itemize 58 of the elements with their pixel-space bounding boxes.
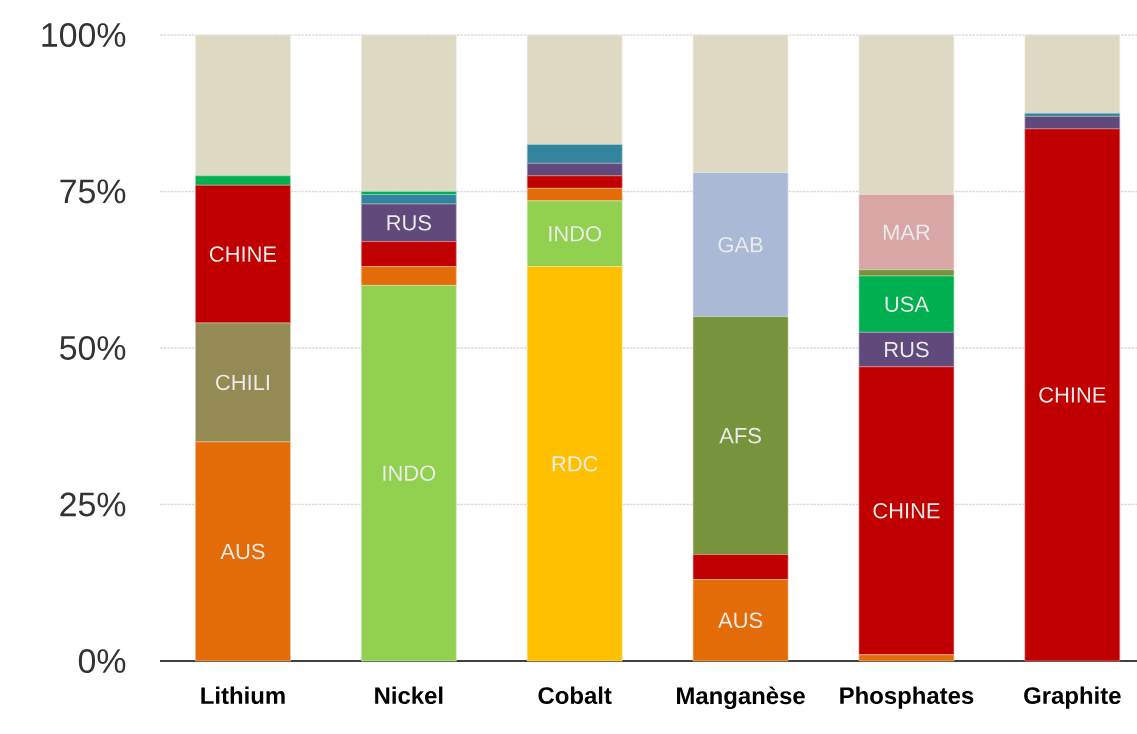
y-tick-label: 25% <box>60 492 126 517</box>
bar <box>361 266 457 286</box>
bar <box>692 554 789 580</box>
bar <box>858 332 955 368</box>
bar <box>526 175 623 189</box>
bar <box>361 203 457 242</box>
bar <box>858 275 955 333</box>
bar <box>526 144 623 164</box>
bar <box>361 241 457 267</box>
x-tick-label: Cobalt <box>538 686 612 705</box>
data-label: GAB <box>718 236 763 253</box>
data-label: MAR <box>883 224 930 240</box>
data-label: AFS <box>719 427 761 444</box>
bar <box>858 654 955 662</box>
y-tick-label: 0% <box>78 648 126 673</box>
bar <box>1024 116 1121 130</box>
data-label: AUS <box>220 543 265 560</box>
data-label: INDO <box>549 225 602 242</box>
data-label: CHILI <box>216 374 269 391</box>
x-tick-label: Phosphates <box>840 686 974 709</box>
data-label: CHINE <box>1039 387 1106 403</box>
y-tick-label: 100% <box>42 22 126 47</box>
x-tick-label: Nickel <box>375 686 443 705</box>
x-tick-label: Graphite <box>1024 686 1121 709</box>
bar <box>858 34 955 195</box>
data-label: INDO <box>383 465 436 481</box>
bar <box>858 366 955 656</box>
data-label: USA <box>885 296 929 312</box>
bar <box>526 34 623 145</box>
bar <box>692 316 789 555</box>
bar <box>526 200 623 267</box>
bar <box>361 285 457 662</box>
data-label: RUS <box>885 341 929 358</box>
y-tick-label: 75% <box>60 179 126 204</box>
y-tick-label: 50% <box>60 335 126 360</box>
data-label: RDC <box>552 456 598 472</box>
bar <box>195 441 291 662</box>
bar <box>692 172 789 317</box>
bar <box>195 34 291 177</box>
data-label: RUS <box>387 215 431 231</box>
data-label: CHINE <box>209 246 277 262</box>
x-tick-label: Lithium <box>201 686 285 705</box>
bar <box>858 194 955 271</box>
bar <box>195 175 291 186</box>
bar <box>361 34 457 192</box>
bar <box>195 322 291 443</box>
bar <box>361 194 457 205</box>
bar <box>692 34 789 173</box>
bar <box>526 163 623 177</box>
data-label: AUS <box>718 612 763 629</box>
bar <box>1024 128 1121 662</box>
x-tick-label: Manganèse <box>677 686 805 710</box>
bar <box>526 188 623 202</box>
bar <box>195 184 291 324</box>
data-label: CHINE <box>873 502 940 519</box>
bar <box>526 266 623 662</box>
bar <box>1024 34 1121 114</box>
bar <box>692 579 789 662</box>
